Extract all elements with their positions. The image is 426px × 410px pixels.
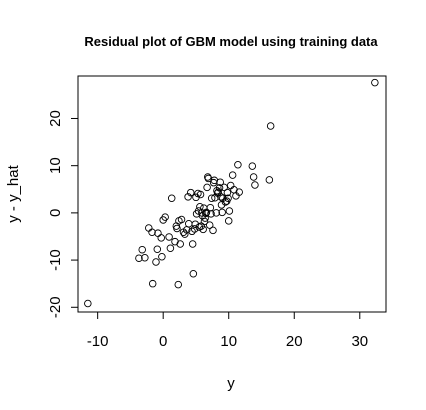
y-tick-label: 0	[47, 209, 64, 217]
data-point	[184, 219, 193, 228]
data-point	[148, 279, 157, 288]
data-point	[177, 215, 186, 224]
x-tick-label: 30	[351, 333, 368, 350]
data-point	[202, 208, 211, 217]
data-point	[207, 210, 215, 218]
y-tick-label: -20	[47, 296, 64, 318]
data-point	[226, 181, 235, 190]
data-point	[205, 221, 214, 229]
data-point	[196, 202, 204, 211]
data-point	[209, 226, 217, 235]
data-point	[216, 178, 224, 186]
data-point	[228, 171, 237, 179]
data-point	[371, 78, 379, 87]
data-point	[188, 227, 196, 236]
data-point	[196, 190, 205, 199]
data-point	[206, 203, 215, 212]
data-point	[135, 254, 143, 262]
data-point	[84, 299, 92, 308]
data-point	[217, 193, 225, 201]
data-point	[138, 245, 146, 254]
plot-frame	[77, 75, 387, 313]
data-point	[189, 270, 198, 278]
data-point	[201, 214, 209, 222]
y-tick-label: -10	[47, 249, 64, 271]
data-point	[220, 183, 228, 192]
data-point	[221, 198, 230, 206]
data-point	[266, 122, 275, 130]
data-point	[218, 208, 226, 217]
data-point	[203, 183, 211, 192]
data-point	[157, 234, 165, 242]
data-point	[153, 245, 162, 253]
data-point	[181, 230, 189, 238]
data-point	[145, 224, 153, 232]
data-point	[148, 228, 156, 236]
data-point	[225, 207, 234, 215]
data-point	[223, 188, 232, 197]
data-point	[248, 162, 257, 170]
data-point	[199, 225, 207, 234]
data-point	[235, 188, 243, 196]
x-axis: -10 0 10 20 30	[87, 311, 368, 350]
data-point	[224, 194, 232, 202]
data-point	[152, 258, 160, 266]
data-point	[166, 244, 175, 253]
data-point	[200, 217, 209, 226]
y-axis: -20 -10 0 10 20	[47, 110, 79, 318]
data-point	[224, 217, 233, 225]
data-point	[202, 209, 210, 218]
data-point	[234, 160, 242, 169]
data-point	[174, 280, 183, 289]
data-point	[190, 225, 199, 233]
data-point	[249, 173, 258, 181]
y-tick-label: 10	[47, 157, 64, 174]
data-point	[161, 213, 169, 221]
data-point	[207, 194, 216, 202]
data-point	[251, 181, 259, 189]
data-point	[215, 184, 224, 192]
x-tick-label: 10	[220, 333, 237, 350]
data-point	[184, 193, 192, 201]
x-axis-label: y	[227, 375, 235, 392]
data-point	[165, 233, 173, 241]
data-point	[265, 176, 274, 184]
x-tick-label: -10	[87, 333, 109, 350]
y-tick-label: 20	[47, 110, 64, 127]
y-axis-label: y - y_hat	[5, 164, 22, 222]
data-point	[188, 240, 197, 248]
data-point	[212, 209, 221, 217]
x-tick-label: 20	[286, 333, 303, 350]
chart-title: Residual plot of GBM model using trainin…	[84, 34, 378, 49]
data-point	[173, 224, 181, 233]
data-point	[167, 194, 176, 202]
data-point	[158, 253, 166, 261]
data-point	[141, 253, 149, 262]
data-points	[84, 78, 379, 308]
x-tick-label: 0	[159, 333, 167, 350]
data-point	[186, 188, 195, 197]
data-point	[198, 209, 206, 217]
data-point	[176, 240, 184, 248]
